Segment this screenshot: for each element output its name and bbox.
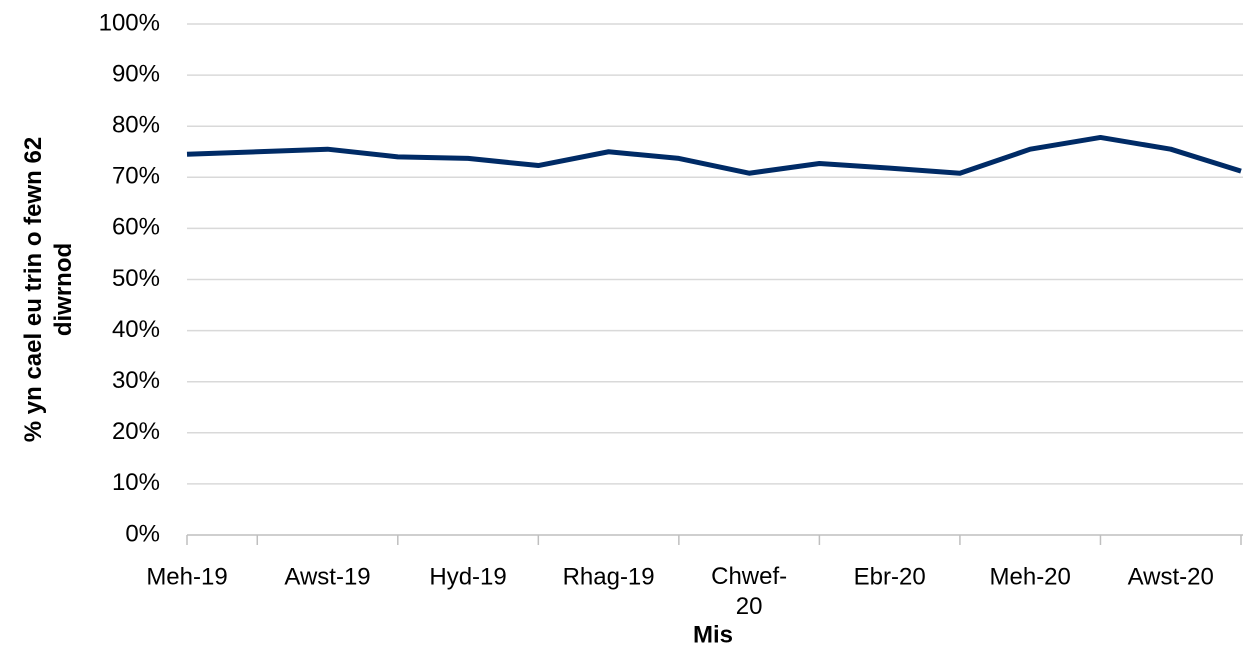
x-tick-label: Awst-19 — [284, 563, 370, 590]
y-tick-label: 10% — [112, 469, 160, 496]
y-tick-label: 0% — [125, 520, 160, 547]
x-tick-label: Meh-20 — [990, 563, 1071, 590]
y-tick-label: 60% — [112, 214, 160, 241]
y-tick-label: 100% — [99, 9, 160, 36]
x-tick-label: Ebr-20 — [854, 563, 926, 590]
y-tick-label: 20% — [112, 418, 160, 445]
y-tick-label: 50% — [112, 265, 160, 292]
x-axis-title: Mis — [693, 621, 733, 648]
y-tick-label: 40% — [112, 316, 160, 343]
y-tick-label: 70% — [112, 163, 160, 190]
y-tick-label: 80% — [112, 112, 160, 139]
x-tick-label: Hyd-19 — [429, 563, 506, 590]
y-tick-label: 90% — [112, 60, 160, 87]
x-tick-label: Awst-20 — [1128, 563, 1214, 590]
x-tick-label: Rhag-19 — [563, 563, 655, 590]
x-tick-label: Chwef-20 — [711, 563, 787, 620]
y-tick-label: 30% — [112, 367, 160, 394]
line-series — [186, 134, 1242, 176]
x-tick-label: Meh-19 — [146, 563, 227, 590]
y-axis-title: % yn cael eu trin o fewn 62 diwrnod — [20, 137, 77, 442]
